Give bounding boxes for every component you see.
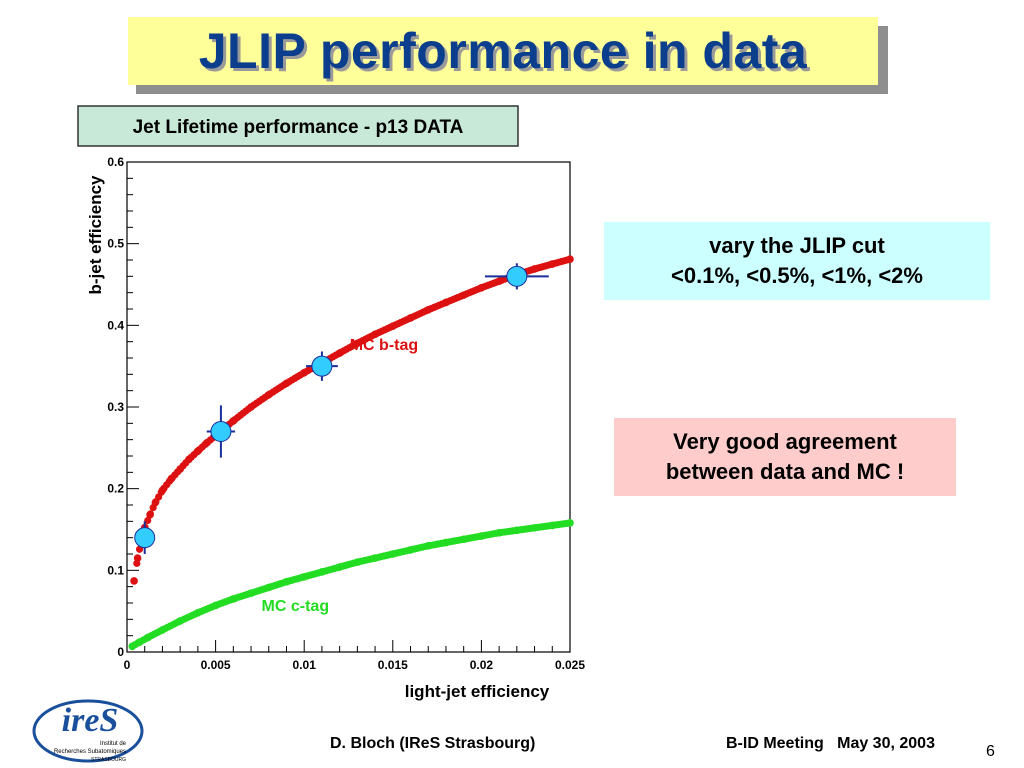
callout-jlip-line1: vary the JLIP cut (709, 233, 885, 258)
series-annotation: MC b-tag (350, 337, 418, 354)
data-points (134, 263, 549, 554)
data-marker (311, 355, 333, 377)
callout-jlip-line2: <0.1%, <0.5%, <1%, <2% (671, 263, 923, 288)
x-tick-label: 0.005 (201, 658, 231, 672)
mc-point (146, 510, 155, 518)
mc-point (566, 519, 574, 527)
data-point (484, 263, 549, 290)
x-tick-label: 0.025 (555, 658, 585, 672)
x-axis-label: light-jet efficiency (405, 682, 550, 701)
x-tick-label: 0.01 (293, 658, 317, 672)
logo-line3: STRASBOURG (91, 757, 126, 763)
y-tick-label: 0.6 (107, 155, 124, 169)
y-tick-label: 0.2 (107, 482, 124, 496)
y-tick-label: 0.3 (107, 400, 124, 414)
footer-author: D. Bloch (IReS Strasbourg) (330, 735, 536, 752)
data-point (134, 521, 156, 554)
y-tick-label: 0 (117, 645, 124, 659)
data-marker (210, 421, 232, 442)
chart-title: Jet Lifetime performance - p13 DATA (133, 117, 464, 138)
plot-frame (126, 161, 571, 653)
series-mc-c-tag (128, 519, 574, 651)
mc-point (130, 577, 138, 585)
data-marker (506, 265, 528, 287)
data-marker (134, 527, 156, 549)
y-axis-label: b-jet efficiency (86, 175, 105, 295)
footer-meeting: B-ID Meeting May 30, 2003 (726, 735, 935, 752)
x-tick-label: 0.015 (378, 658, 408, 672)
page-number: 6 (986, 743, 995, 760)
chart-title-box (77, 105, 519, 147)
y-tick-label: 0.5 (107, 237, 124, 251)
mc-point (566, 255, 574, 263)
y-tick-label: 0.4 (107, 318, 124, 332)
mc-point (149, 504, 157, 512)
annotations: MC b-tag MC c-tag (262, 337, 419, 615)
axes: 0 0.005 0.01 0.015 0.02 0.025 0 0.1 0.2 0.3 0.4 0.5… (107, 155, 585, 672)
data-point (305, 351, 338, 381)
chart: Jet Lifetime performance - p13 DATA 0 0.0… (77, 105, 585, 701)
logo-name: ireS (62, 702, 119, 739)
logo-line1: Institut de (100, 741, 127, 747)
mc-point (144, 516, 152, 525)
callout-jlip-cut: vary the JLIP cut <0.1%, <0.5%, <1%, <2% (604, 222, 990, 300)
callout-agreement-line2: between data and MC ! (665, 459, 905, 484)
title-box: JLIP performance in data (128, 17, 878, 85)
mc-point (133, 559, 141, 567)
x-tick-label: 0 (124, 658, 131, 672)
data-point (206, 405, 236, 458)
ires-logo: ireS Institut de Recherches Subatomiques… (32, 699, 144, 763)
y-tick-label: 0.1 (107, 563, 124, 577)
callout-agreement: Very good agreement between data and MC … (614, 418, 956, 496)
slide-title: JLIP performance in data (198, 23, 808, 79)
logo-line2: Recherches Subatomiques (54, 749, 126, 755)
callout-agreement-line1: Very good agreement (673, 429, 897, 454)
series-annotation: MC c-tag (262, 598, 330, 615)
x-tick-label: 0.02 (470, 658, 494, 672)
logo-swoosh (32, 699, 144, 763)
